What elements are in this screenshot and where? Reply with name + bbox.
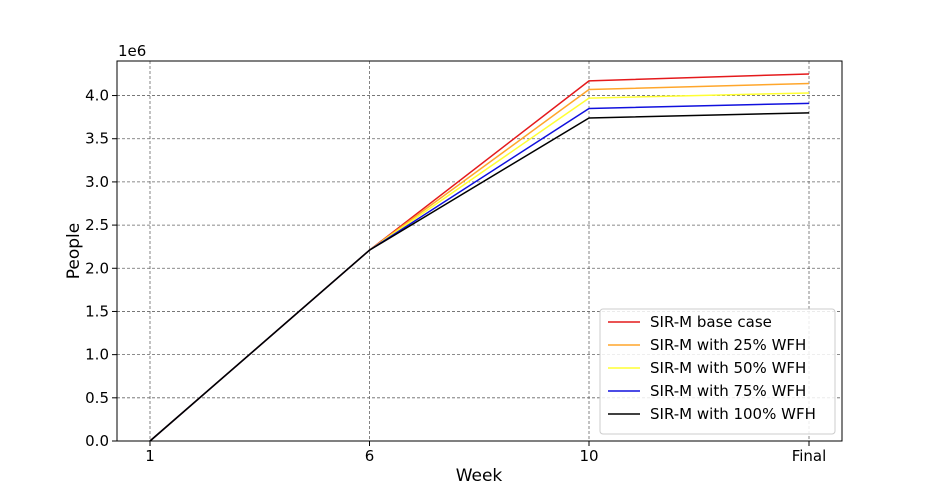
y-axis-label: People [64,223,84,279]
y-tick-label: 2.0 [85,259,109,277]
y-tick-label: 3.5 [85,130,109,148]
x-ticks: 1 6 10 Final [145,441,826,465]
y-tick-label: 2.5 [85,216,109,234]
x-axis-label: Week [456,466,503,486]
x-tick-label: 10 [579,447,598,465]
x-tick-label: 6 [365,447,375,465]
y-offset-label: 1e6 [118,42,146,60]
y-ticks: 0.0 0.5 1.0 1.5 2.0 2.5 3.0 3.5 4.0 [85,87,117,450]
series-lines [149,73,810,442]
legend-label: SIR-M with 75% WFH [650,382,806,400]
x-tick-label: 1 [145,447,155,465]
legend-label: SIR-M with 100% WFH [650,405,816,423]
legend-label: SIR-M base case [650,313,772,331]
y-tick-label: 1.0 [85,346,109,364]
legend-label: SIR-M with 25% WFH [650,336,806,354]
y-tick-label: 0.5 [85,389,109,407]
y-tick-label: 0.0 [85,432,109,450]
series-line-5 [149,112,810,442]
y-tick-label: 3.0 [85,173,109,191]
legend-label: SIR-M with 50% WFH [650,359,806,377]
legend-box [599,308,836,435]
x-tick-label: Final [792,447,827,465]
plot-frame [116,60,843,442]
y-tick-label: 4.0 [85,87,109,105]
y-tick-label: 1.5 [85,302,109,320]
legend: SIR-M base case SIR-M with 25% WFH SIR-M w… [599,308,836,435]
